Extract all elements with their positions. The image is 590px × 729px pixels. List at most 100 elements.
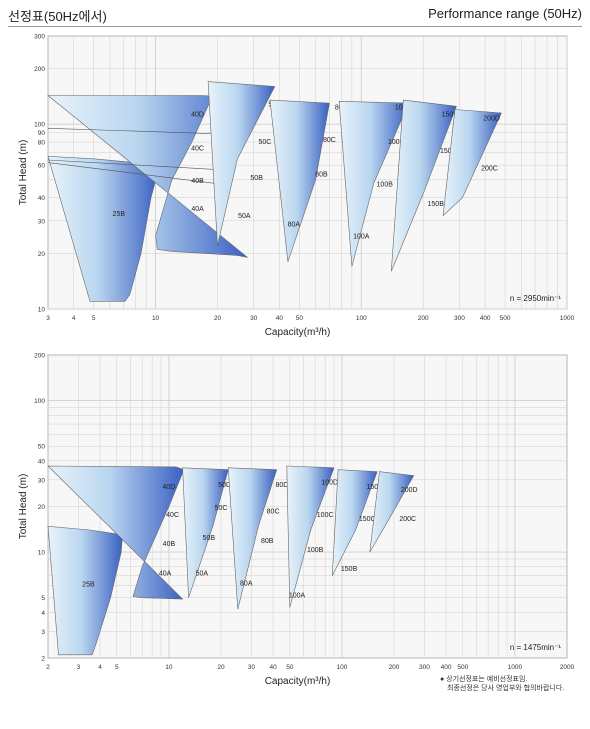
pump-region-150a-b-c-d [332,469,378,576]
x-axis-label: Capacity(m³/h) [265,676,331,687]
x-tick-label: 100 [336,664,347,671]
band-label-50a: 50A [238,213,251,220]
band-label-200d: 200D [401,487,418,494]
band-label-80d: 80D [276,482,289,489]
header-divider [8,26,582,27]
band-label-150c: 150C [359,516,376,523]
y-tick-label: 10 [38,550,46,557]
x-tick-label: 4 [72,315,76,322]
pump-region-50a-b-c-d [207,81,276,246]
band-label-40d: 40D [191,112,204,119]
band-label-200d: 200D [483,115,500,122]
y-axis-label: Total Head (m) [18,140,29,206]
band-label-200c: 200C [399,516,416,523]
pump-region-40a-b-c-d [47,465,185,600]
x-tick-label: 10 [165,664,173,671]
x-tick-label: 100 [356,315,367,322]
y-tick-label: 40 [38,458,46,465]
band-label-80c: 80C [323,137,336,144]
y-tick-label: 30 [38,477,46,484]
pump-region-150a-b-c-d [391,99,457,272]
band-label-50c: 50C [215,505,228,512]
band-label-100b: 100B [307,547,324,554]
x-tick-label: 1000 [560,315,575,322]
band-divider [47,162,219,185]
y-tick-label: 20 [38,251,46,258]
y-tick-label: 30 [38,218,46,225]
y-tick-label: 100 [34,398,45,405]
pump-region-80a-b-c-d [227,467,278,610]
y-tick-label: 2 [41,656,45,663]
band-label-50c: 50C [258,139,271,146]
x-tick-label: 400 [480,315,491,322]
band-label-50b: 50B [250,175,263,182]
band-label-100c: 100C [317,512,334,519]
performance-chart-1475: 25B 40A 40B 40C 40D 50A 50B 50C 50D 80A 80B 80C 80D 1… [18,353,575,688]
x-tick-label: 500 [457,664,468,671]
band-label-80c: 80C [267,508,280,515]
y-tick-label: 80 [38,140,46,147]
header-title-korean: 선정표(50Hz에서) [8,9,107,24]
band-label-100d: 100D [321,479,338,486]
x-tick-label: 50 [296,315,304,322]
pump-region-200c-d [369,471,415,553]
y-tick-label: 200 [34,66,45,73]
band-label-50a: 50A [196,571,209,578]
band-label-50d: 50D [218,482,231,489]
band-label-80a: 80A [288,221,301,228]
band-label-100a: 100A [289,593,306,600]
pump-region-100a-b-c-d [338,100,410,267]
x-tick-label: 2 [46,664,50,671]
y-tick-label: 5 [41,595,45,602]
speed-label: n = 1475min⁻¹ [510,643,561,652]
x-tick-label: 500 [500,315,511,322]
pump-region-80a-b-c-d [269,99,330,262]
x-tick-label: 20 [214,315,222,322]
pump-region-200c-d [442,109,502,217]
band-label-80b: 80B [261,538,274,545]
x-tick-label: 5 [92,315,96,322]
band-label-50b: 50B [203,535,216,542]
band-label-200c: 200C [481,166,498,173]
band-label-150c: 150C [440,148,457,155]
band-divider [47,127,211,134]
band-label-150d: 150D [442,112,459,119]
pump-region-100a-b-c-d [286,465,335,608]
y-tick-label: 90 [38,130,46,137]
y-tick-label: 50 [38,444,46,451]
band-label-40d: 40D [162,484,175,491]
band-label-40c: 40C [166,512,179,519]
x-tick-label: 200 [389,664,400,671]
band-label-25b: 25B [113,211,126,218]
x-tick-label: 40 [269,664,277,671]
band-label-25b: 25B [82,582,95,589]
band-label-80b: 80B [315,172,328,179]
y-tick-label: 10 [38,307,46,314]
x-axis-label: Capacity(m³/h) [265,327,331,338]
y-tick-label: 200 [34,353,45,360]
footnote: ● 상기선정표는 예비선정표임. 최종선정은 당사 영업부와 협의바랍니다. [440,675,564,693]
band-label-40c: 40C [191,146,204,153]
x-tick-label: 1000 [508,664,523,671]
band-label-40a: 40A [191,206,204,213]
speed-label: n = 2950min⁻¹ [510,294,561,303]
footnote-line-1: ● 상기선정표는 예비선정표임. [440,676,528,683]
pump-region-25b [47,525,123,656]
x-tick-label: 10 [152,315,160,322]
x-tick-label: 20 [217,664,225,671]
x-tick-label: 40 [276,315,284,322]
y-tick-label: 20 [38,504,46,511]
x-tick-label: 200 [418,315,429,322]
footnote-line-2: 최종선정은 당사 영업부와 협의바랍니다. [447,685,565,692]
y-tick-label: 300 [34,34,45,41]
band-label-100c: 100C [388,139,405,146]
x-tick-label: 30 [248,664,256,671]
performance-chart-2950: 25B40A40B40C40D50A50B50C50D80A80B80C80D1… [18,34,575,339]
x-tick-label: 5 [115,664,119,671]
x-tick-label: 30 [250,315,258,322]
x-tick-label: 300 [419,664,430,671]
band-label-40b: 40B [163,541,176,548]
x-tick-label: 400 [441,664,452,671]
band-label-150b: 150B [341,566,358,573]
x-tick-label: 300 [454,315,465,322]
